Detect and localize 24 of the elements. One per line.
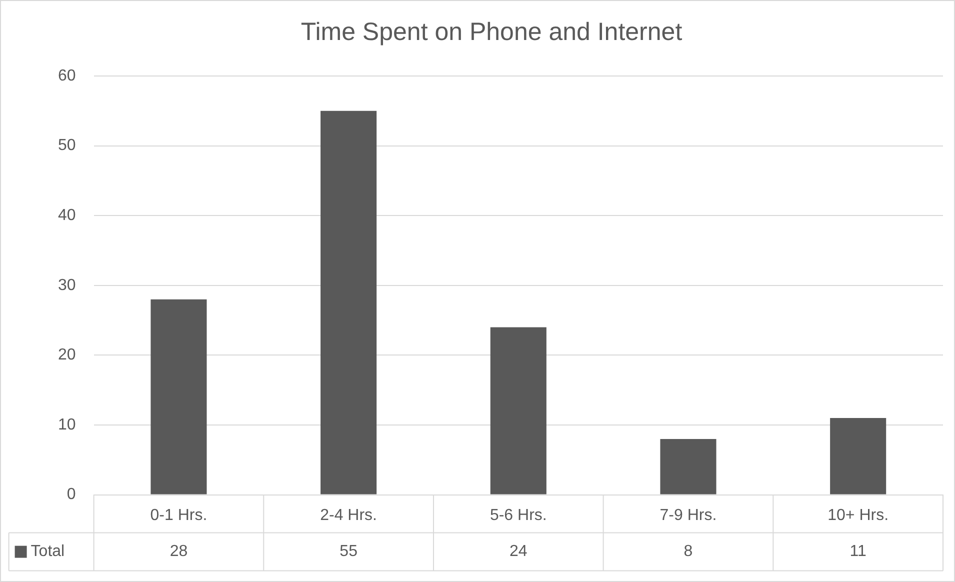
y-tick-label: 50 bbox=[58, 137, 76, 154]
x-tick-label: 10+ Hrs. bbox=[828, 506, 889, 524]
chart-title: Time Spent on Phone and Internet bbox=[300, 18, 682, 46]
legend-label: Total bbox=[30, 543, 65, 560]
x-tick-label: 7-9 Hrs. bbox=[660, 506, 717, 524]
y-tick-label: 40 bbox=[58, 207, 76, 224]
bar bbox=[150, 299, 207, 494]
data-label: 24 bbox=[510, 543, 528, 560]
data-label: 55 bbox=[340, 543, 358, 560]
bar bbox=[490, 327, 546, 494]
y-tick-label: 60 bbox=[58, 67, 76, 84]
bar bbox=[660, 438, 716, 494]
bar bbox=[320, 110, 377, 494]
x-tick-label: 2-4 Hrs. bbox=[320, 506, 378, 524]
data-label: 11 bbox=[850, 543, 866, 560]
y-tick-label: 10 bbox=[58, 416, 76, 434]
y-tick-label: 20 bbox=[58, 346, 76, 364]
data-label: 28 bbox=[170, 543, 188, 560]
y-tick-label: 0 bbox=[66, 486, 76, 504]
bar bbox=[830, 418, 886, 494]
y-tick-label: 30 bbox=[58, 276, 76, 294]
x-tick-label: 0-1 Hrs. bbox=[150, 506, 208, 524]
data-label: 8 bbox=[684, 543, 693, 560]
x-tick-label: 5-6 Hrs. bbox=[490, 506, 547, 524]
